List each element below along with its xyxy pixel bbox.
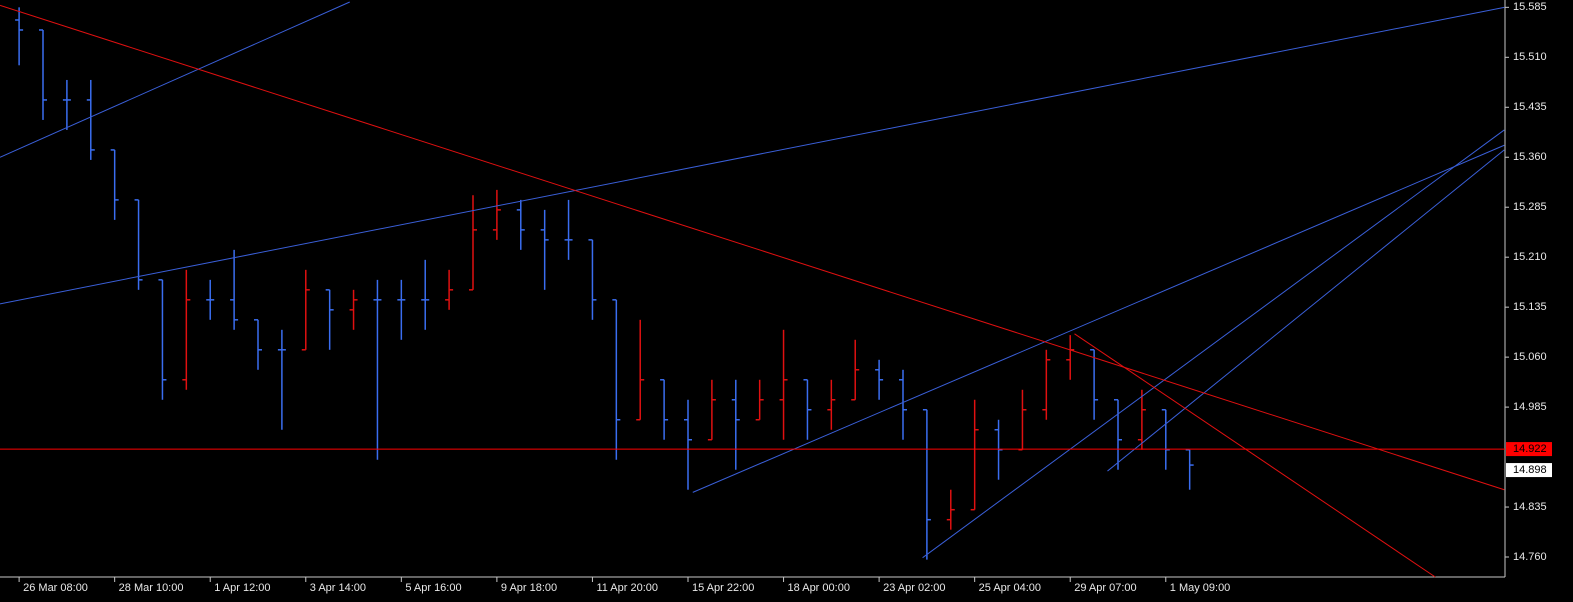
trendline <box>1074 333 1436 578</box>
y-tick-label: 15.210 <box>1513 251 1547 263</box>
trendline <box>0 1 350 158</box>
y-tick-label: 15.510 <box>1513 51 1547 63</box>
y-tick-label: 14.835 <box>1513 501 1547 513</box>
x-tick-label: 29 Apr 07:00 <box>1074 582 1136 594</box>
price-line-label: 14.922 <box>1513 443 1547 455</box>
x-tick-label: 5 Apr 16:00 <box>405 582 461 594</box>
trendline <box>0 6 1505 305</box>
last-price-label: 14.898 <box>1513 464 1547 476</box>
y-tick-label: 15.435 <box>1513 101 1547 113</box>
x-tick-label: 1 May 09:00 <box>1170 582 1231 594</box>
y-tick-label: 15.285 <box>1513 201 1547 213</box>
trendline <box>0 4 1505 491</box>
y-tick-label: 15.060 <box>1513 351 1547 363</box>
y-tick-label: 15.585 <box>1513 1 1547 13</box>
last-price-box <box>1506 463 1552 478</box>
x-tick-label: 9 Apr 18:00 <box>501 582 557 594</box>
y-tick-label: 14.985 <box>1513 401 1547 413</box>
x-tick-label: 18 Apr 00:00 <box>788 582 850 594</box>
x-tick-label: 1 Apr 12:00 <box>214 582 270 594</box>
trendline <box>1107 149 1505 472</box>
x-tick-label: 23 Apr 02:00 <box>883 582 945 594</box>
x-tick-label: 25 Apr 04:00 <box>979 582 1041 594</box>
price-line-box <box>1506 442 1552 457</box>
y-tick-label: 14.760 <box>1513 551 1547 563</box>
trendline <box>922 129 1505 559</box>
trendline <box>692 144 1505 493</box>
y-tick-label: 15.360 <box>1513 151 1547 163</box>
y-tick-label: 15.135 <box>1513 301 1547 313</box>
x-tick-label: 28 Mar 10:00 <box>119 582 184 594</box>
x-tick-label: 15 Apr 22:00 <box>692 582 754 594</box>
x-tick-label: 26 Mar 08:00 <box>23 582 88 594</box>
x-tick-label: 3 Apr 14:00 <box>310 582 366 594</box>
x-tick-label: 11 Apr 20:00 <box>596 582 658 594</box>
